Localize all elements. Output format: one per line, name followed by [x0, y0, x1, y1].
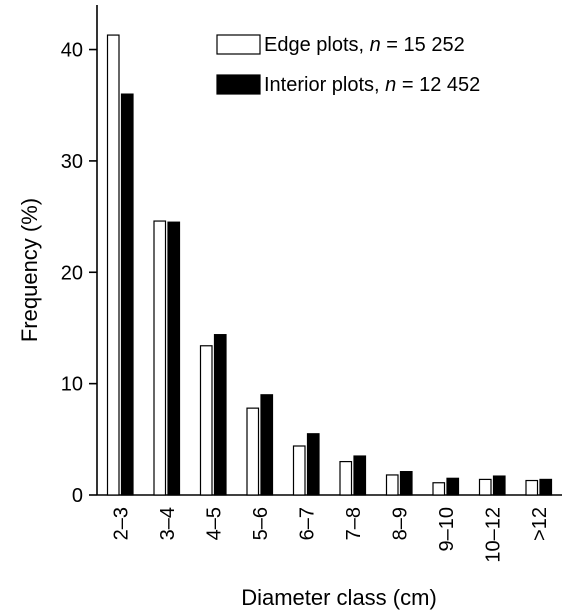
y-tick-label: 0: [72, 485, 83, 507]
legend-label-var: n: [370, 34, 381, 56]
bar-edge-plots: [385, 474, 399, 496]
legend-label-text: Interior plots,: [264, 74, 385, 96]
bar-interior-plots: [353, 455, 367, 496]
bar-edge-plots: [478, 478, 492, 496]
bar-interior-plots: [167, 221, 181, 496]
bar-interior-plots: [399, 471, 413, 496]
bar-interior-plots: [306, 433, 320, 496]
bar-interior-plots: [260, 394, 274, 496]
legend-swatch-edge: [216, 34, 261, 55]
bar-edge-plots: [525, 479, 539, 496]
y-axis: 0 10 20 30 40: [61, 5, 98, 507]
legend-label-var: n: [385, 74, 396, 96]
bar-interior-plots: [446, 477, 460, 496]
x-axis-title: Diameter class (cm): [241, 585, 437, 610]
x-tick-label: 10–12: [482, 507, 504, 563]
y-tick-label: 20: [61, 262, 83, 284]
bar-edge-plots: [106, 34, 120, 496]
x-tick-label: 4–5: [203, 507, 225, 540]
legend-label: Edge plots, n = 15 252: [264, 34, 465, 56]
bars: [106, 34, 553, 496]
x-tick-label: 6–7: [296, 507, 318, 540]
x-tick-label: 7–8: [343, 507, 365, 540]
x-tick-label: 5–6: [250, 507, 272, 540]
y-tick-label: 10: [61, 374, 83, 396]
bar-edge-plots: [153, 220, 167, 496]
bar-edge-plots: [292, 445, 306, 496]
bar-edge-plots: [199, 345, 213, 496]
x-tick-label: 3–4: [157, 507, 179, 540]
legend-label-text: Edge plots,: [264, 34, 370, 56]
bar-interior-plots: [492, 475, 506, 496]
legend-label-count: = 12 452: [396, 74, 480, 96]
bar-interior-plots: [213, 334, 227, 496]
legend-label-count: = 15 252: [381, 34, 465, 56]
bar-interior-plots: [120, 93, 134, 496]
x-tick-label: >12: [529, 507, 551, 541]
x-axis: 2–3 3–4 4–5 5–6 6–7 7–8 8–9 9–10 10–12 >12: [97, 494, 562, 563]
bar-edge-plots: [246, 407, 260, 496]
y-tick-label: 40: [61, 40, 83, 62]
legend: Edge plots, n = 15 252 Interior plots, n …: [216, 34, 480, 96]
x-tick-label: 9–10: [436, 507, 458, 552]
x-tick-label: 2–3: [110, 507, 132, 540]
bar-edge-plots: [339, 460, 353, 496]
y-tick-label: 30: [61, 151, 83, 173]
legend-swatch-interior: [216, 74, 261, 95]
bar-edge-plots: [432, 482, 446, 496]
legend-label: Interior plots, n = 12 452: [264, 74, 480, 96]
x-tick-label: 8–9: [389, 507, 411, 540]
y-axis-title: Frequency (%): [17, 198, 42, 342]
bar-interior-plots: [539, 478, 553, 496]
